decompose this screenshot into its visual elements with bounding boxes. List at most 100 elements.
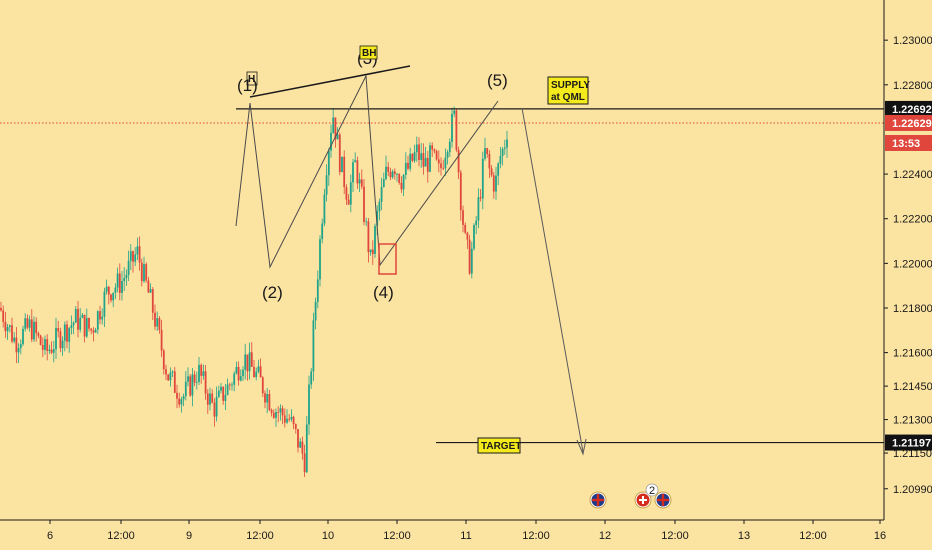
candle-body	[442, 167, 445, 169]
candle-body	[407, 162, 409, 169]
candle-body	[488, 153, 491, 169]
wave-label-4: (4)	[373, 283, 394, 302]
candle-body	[268, 393, 271, 411]
candle-body	[209, 393, 211, 405]
candle-body	[19, 344, 22, 349]
target-label: TARGET	[481, 441, 521, 452]
candle-body	[391, 171, 394, 178]
candle-body	[303, 453, 306, 473]
candle-body	[396, 173, 398, 175]
overlays-group: (1)(2)(3)(4)(5)HBH	[235, 45, 587, 456]
event-count-badge[interactable]	[645, 483, 659, 497]
price-tick-label: 1.21450	[893, 381, 932, 393]
price-tag-label: 1.22629	[892, 118, 932, 130]
candle-body	[385, 166, 387, 180]
candle-body	[312, 320, 315, 372]
candle-body	[140, 262, 143, 282]
candle-body	[235, 366, 238, 374]
candle-body	[336, 134, 339, 140]
candle-body	[189, 376, 192, 396]
candle-body	[250, 352, 253, 367]
candle-body	[411, 153, 414, 161]
time-tick-label: 12:00	[107, 530, 135, 542]
candle-body	[222, 386, 225, 401]
candle-body	[440, 163, 442, 168]
candle-body	[277, 411, 280, 413]
candle-body	[169, 372, 172, 381]
candle-body	[248, 352, 251, 372]
time-tick-label: 6	[47, 530, 53, 542]
candle-body	[376, 211, 379, 226]
candle-body	[6, 327, 9, 332]
candle-body	[435, 151, 438, 160]
candle-body	[110, 294, 112, 301]
candle-body	[127, 260, 130, 275]
candle-body	[149, 289, 152, 293]
candle-body	[424, 157, 427, 167]
candle-body	[77, 308, 79, 330]
candle-body	[484, 148, 486, 159]
candle-body	[341, 156, 343, 173]
uk-flag-cross-v	[596, 494, 600, 506]
candle-body	[479, 197, 482, 199]
candle-body	[123, 277, 126, 282]
candle-body	[301, 441, 304, 454]
candle-body	[103, 291, 106, 317]
supply-label-line-1: SUPPLY	[551, 80, 590, 91]
price-tick-label: 1.21600	[893, 348, 932, 360]
candle-body	[279, 408, 282, 413]
price-tick-label: 1.21300	[893, 415, 932, 427]
candle-body	[413, 152, 416, 161]
candle-body	[57, 328, 60, 332]
candle-body	[468, 239, 471, 274]
candle-body	[283, 415, 286, 423]
candle-body	[369, 249, 372, 253]
candle-body	[477, 197, 480, 221]
candle-body	[231, 384, 233, 386]
candle-body	[459, 172, 462, 211]
projection-arrow-line	[521, 107, 584, 453]
price-tick-label: 1.23000	[893, 35, 932, 47]
candle-body	[92, 330, 95, 333]
candle-body	[116, 273, 119, 288]
candle-body	[182, 396, 185, 400]
candle-body	[492, 175, 495, 192]
time-tick-label: 11	[460, 530, 471, 542]
candle-body	[402, 174, 405, 190]
candle-body	[495, 175, 497, 192]
candle-body	[13, 337, 16, 342]
candle-body	[105, 286, 108, 292]
candle-body	[242, 369, 244, 377]
candle-body	[360, 179, 363, 187]
price-tag-label: 1.21197	[892, 438, 931, 450]
candle-body	[81, 314, 84, 318]
candle-body	[497, 163, 500, 176]
candle-body	[374, 225, 376, 254]
candle-body	[213, 402, 216, 417]
candle-body	[187, 376, 189, 382]
candle-body	[448, 141, 451, 153]
candle-body	[431, 145, 434, 150]
candle-body	[96, 311, 99, 330]
candle-body	[173, 371, 176, 393]
candle-body	[88, 318, 90, 329]
candle-body	[94, 329, 97, 333]
candle-body	[143, 264, 145, 282]
candle-body	[453, 110, 456, 114]
time-tick-label: 12:00	[522, 530, 550, 542]
candle-body	[380, 187, 383, 202]
candle-body	[404, 162, 407, 175]
candle-body	[138, 246, 141, 263]
candle-body	[466, 232, 469, 240]
candle-body	[63, 324, 66, 341]
events-group: 2	[589, 483, 672, 509]
candle-body	[330, 132, 332, 151]
candle-body	[83, 314, 86, 337]
wave-label-5: (5)	[487, 71, 508, 90]
candle-body	[154, 312, 156, 327]
candle-body	[387, 166, 390, 172]
candle-body	[61, 340, 64, 349]
